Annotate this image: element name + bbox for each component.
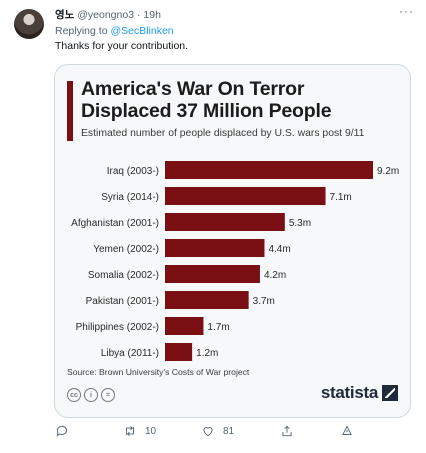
image-card[interactable]: America's War On Terror Displaced 37 Mil… [54, 64, 411, 418]
statista-mark-icon [382, 385, 398, 401]
statista-logo: statista [321, 383, 398, 403]
retweet-count: 10 [145, 425, 157, 437]
value-label: 3.7m [253, 296, 275, 307]
value-label: 4.4m [268, 244, 290, 255]
bar [165, 317, 204, 335]
more-options-icon[interactable]: ··· [399, 4, 414, 18]
category-label: Libya (2011-) [101, 348, 159, 359]
separator: · [136, 9, 141, 21]
reply-icon [56, 425, 68, 437]
title-accent-bar [67, 81, 73, 141]
analytics-button[interactable] [340, 424, 354, 438]
avatar[interactable] [14, 9, 44, 39]
brand-name: statista [320, 383, 378, 402]
handle[interactable]: @yeongno3 [77, 9, 135, 21]
tweet-header: 영노 @yeongno3 · 19h [55, 8, 416, 22]
value-label: 1.2m [196, 348, 218, 359]
heart-icon [203, 427, 213, 437]
analytics-icon [342, 425, 352, 435]
attribution-icon: i [84, 388, 98, 402]
reply-context: Replying to @SecBlinken [55, 25, 174, 37]
value-label: 4.2m [264, 270, 286, 281]
no-derivatives-icon: = [101, 388, 115, 402]
tweet-actions: 10 81 [55, 424, 355, 442]
value-label: 9.2m [377, 166, 399, 177]
license-icons: cc i = [67, 388, 115, 402]
like-count: 81 [223, 425, 235, 437]
value-label: 7.1m [330, 192, 352, 203]
category-label: Afghanistan (2001-) [71, 218, 159, 229]
bar-chart: Iraq (2003-) 9.2m Syria (2014-) 7.1m Afghani… [71, 161, 399, 361]
bar [165, 239, 265, 257]
cc-icon: cc [67, 388, 81, 402]
chart-source: Source: Brown University's Costs of War … [67, 367, 250, 377]
category-label: Philippines (2002-) [76, 322, 159, 333]
bar [165, 161, 373, 179]
display-name[interactable]: 영노 [55, 9, 75, 21]
retweet-icon [126, 426, 134, 436]
category-label: Syria (2014-) [101, 192, 159, 203]
reply-button[interactable] [55, 424, 69, 438]
bar [165, 343, 193, 361]
reply-handle-link[interactable]: @SecBlinken [110, 25, 174, 37]
chart-title: America's War On Terror Displaced 37 Mil… [81, 78, 332, 122]
value-label: 5.3m [289, 218, 311, 229]
reply-prefix: Replying to [55, 25, 108, 37]
bar [165, 187, 326, 205]
timestamp[interactable]: 19h [143, 9, 161, 21]
bar [165, 291, 249, 309]
category-label: Yemen (2002-) [93, 244, 159, 255]
share-icon [282, 425, 292, 437]
retweet-button[interactable]: 10 [123, 424, 156, 438]
like-button[interactable]: 81 [201, 424, 234, 438]
tweet-text: Thanks for your contribution. [55, 40, 189, 52]
category-label: Iraq (2003-) [107, 166, 159, 177]
category-label: Pakistan (2001-) [86, 296, 159, 307]
bar [165, 213, 285, 231]
chart-subtitle: Estimated number of people displaced by … [81, 128, 365, 139]
share-button[interactable] [280, 424, 294, 438]
bar [165, 265, 260, 283]
category-label: Somalia (2002-) [88, 270, 159, 281]
value-label: 1.7m [207, 322, 229, 333]
